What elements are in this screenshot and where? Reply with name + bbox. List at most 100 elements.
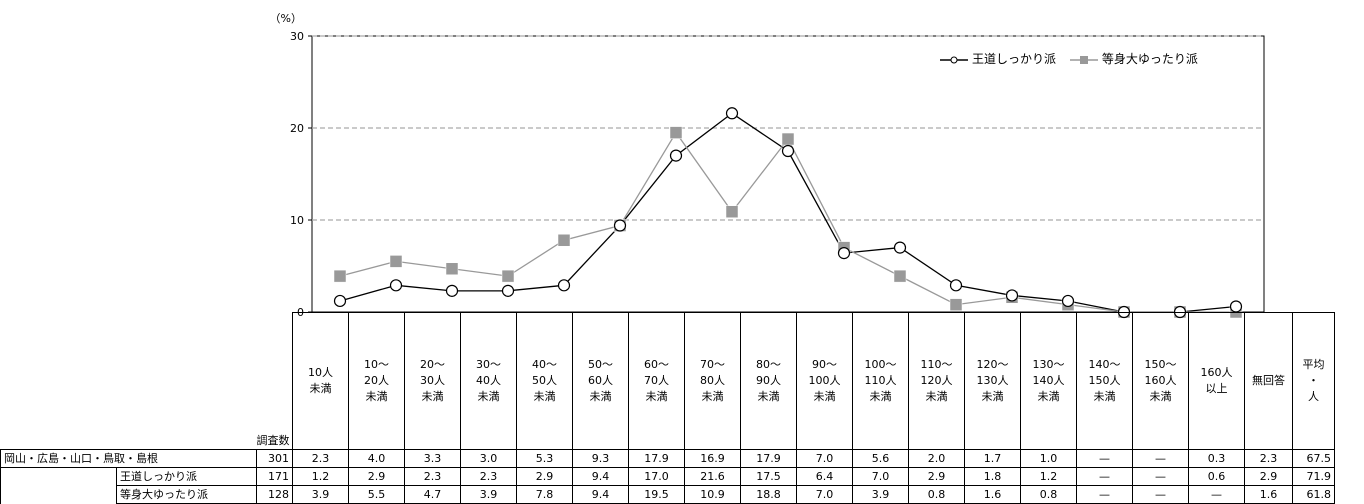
value-cell: 9.4 xyxy=(572,467,629,486)
row-indent xyxy=(0,467,117,486)
no-answer-header: 無回答 xyxy=(1244,312,1293,450)
legend-item-series-2: 等身大ゆったり派 xyxy=(1069,50,1198,67)
legend-label-series-1: 王道しっかり派 xyxy=(972,52,1057,66)
value-cell: 9.4 xyxy=(572,485,629,504)
category-header: 160人 以上 xyxy=(1188,312,1245,450)
value-cell: 7.8 xyxy=(516,485,573,504)
data-point-1 xyxy=(557,279,571,292)
value-cell: — xyxy=(1076,467,1133,486)
series-line-2 xyxy=(339,131,1236,313)
legend-item-series-1: 王道しっかり派 xyxy=(940,50,1056,67)
row-label: 王道しっかり派 xyxy=(116,467,257,486)
row-label: 岡山・広島・山口・鳥取・島根 xyxy=(0,449,257,468)
y-tick-label: 30 xyxy=(290,30,304,43)
data-point-2 xyxy=(333,269,347,283)
value-cell: — xyxy=(1076,485,1133,504)
value-cell: 17.9 xyxy=(628,449,685,468)
value-cell: — xyxy=(1132,485,1189,504)
value-cell: 1.8 xyxy=(964,467,1021,486)
table-row: 等身大ゆったり派 128 3.9 5.5 4.7 3.9 7.8 9.4 19.5 10.9 18.… xyxy=(0,485,1335,504)
value-cell: 2.9 xyxy=(908,467,965,486)
row-indent xyxy=(0,485,117,504)
data-point-2 xyxy=(725,205,739,218)
value-cell: 2.0 xyxy=(908,449,965,468)
value-cell: 7.0 xyxy=(796,449,853,468)
data-point-2 xyxy=(893,269,907,283)
value-cell: 1.6 xyxy=(964,485,1021,504)
average-cell: 71.9 xyxy=(1292,467,1335,486)
value-cell: — xyxy=(1132,467,1189,486)
category-header: 10～ 20人 未満 xyxy=(348,312,405,450)
category-header: 20～ 30人 未満 xyxy=(404,312,461,450)
category-header: 150～ 160人 未満 xyxy=(1132,312,1189,450)
data-point-1 xyxy=(1229,300,1243,313)
data-point-1 xyxy=(445,284,459,297)
value-cell: 2.3 xyxy=(404,467,461,486)
table-header-row: 調査数 10人 未満 10～ 20人 未満 20～ 30人 未満 30～ 40人 未満 40～ 50人未… xyxy=(1,312,1335,450)
value-cell: 1.0 xyxy=(1020,449,1077,468)
category-header: 130～ 140人 未満 xyxy=(1020,312,1077,450)
table-row: 王道しっかり派 171 1.2 2.9 2.3 2.3 2.9 9.4 17.0 21.6 17.5… xyxy=(0,467,1335,486)
value-cell: 6.4 xyxy=(796,467,853,486)
data-point-1 xyxy=(1005,289,1019,302)
value-cell: 3.9 xyxy=(292,485,349,504)
legend-marker-circle-icon xyxy=(940,56,968,63)
data-point-1 xyxy=(893,241,907,254)
data-point-2 xyxy=(445,262,459,276)
value-cell: 17.5 xyxy=(740,467,797,486)
value-cell: 2.3 xyxy=(460,467,517,486)
row-label: 等身大ゆったり派 xyxy=(116,485,257,504)
value-cell: 5.3 xyxy=(516,449,573,468)
data-point-1 xyxy=(1061,294,1075,308)
category-header: 10人 未満 xyxy=(292,312,349,450)
header-spacer xyxy=(117,313,257,450)
no-answer-cell: 2.9 xyxy=(1244,467,1293,486)
category-header: 40～ 50人 未満 xyxy=(516,312,573,450)
value-cell: 4.0 xyxy=(348,449,405,468)
data-point-1 xyxy=(949,279,963,292)
data-point-1 xyxy=(725,107,739,120)
value-cell: 7.0 xyxy=(796,485,853,504)
legend-marker-square-icon xyxy=(1069,55,1098,64)
data-point-2 xyxy=(501,269,515,283)
category-header: 140～ 150人 未満 xyxy=(1076,312,1133,450)
average-cell: 67.5 xyxy=(1292,449,1335,468)
y-tick-label: 20 xyxy=(290,122,304,135)
value-cell: 2.9 xyxy=(348,467,405,486)
value-cell: 1.7 xyxy=(964,449,1021,468)
data-point-2 xyxy=(949,298,963,311)
value-cell: 0.6 xyxy=(1188,467,1245,486)
data-point-1 xyxy=(389,279,403,292)
n-header: 調査数 xyxy=(256,434,290,447)
data-point-1 xyxy=(613,219,627,232)
category-header: 110～ 120人 未満 xyxy=(908,312,965,450)
value-cell: — xyxy=(1188,485,1245,504)
value-cell: 1.2 xyxy=(1020,467,1077,486)
data-table: 調査数 10人 未満 10～ 20人 未満 20～ 30人 未満 30～ 40人 未満 40～ 50人未… xyxy=(0,312,1335,504)
category-header: 100～ 110人 未満 xyxy=(852,312,909,450)
data-point-1 xyxy=(837,247,851,260)
data-point-1 xyxy=(501,284,515,297)
data-point-2 xyxy=(389,255,403,268)
row-count: 171 xyxy=(256,467,293,486)
legend-label-series-2: 等身大ゆったり派 xyxy=(1101,52,1198,66)
value-cell: — xyxy=(1076,449,1133,468)
category-header: 70～ 80人 未満 xyxy=(684,312,741,450)
table-row: 岡山・広島・山口・鳥取・島根 301 2.3 4.0 3.3 3.0 5.3 9.3 17.9 1… xyxy=(0,449,1335,468)
category-header: 90～ 100人 未満 xyxy=(796,312,853,450)
y-tick-label: 10 xyxy=(290,214,304,227)
data-point-1 xyxy=(333,294,347,308)
value-cell: 0.8 xyxy=(908,485,965,504)
no-answer-cell: 2.3 xyxy=(1244,449,1293,468)
data-point-1 xyxy=(669,149,683,162)
value-cell: 2.3 xyxy=(292,449,349,468)
value-cell: 1.2 xyxy=(292,467,349,486)
data-point-1 xyxy=(781,144,795,158)
value-cell: 0.8 xyxy=(1020,485,1077,504)
value-cell: 9.3 xyxy=(572,449,629,468)
value-cell: 7.0 xyxy=(852,467,909,486)
average-header: 平均・人 xyxy=(1292,312,1335,450)
value-cell: 2.9 xyxy=(516,467,573,486)
value-cell: 16.9 xyxy=(684,449,741,468)
